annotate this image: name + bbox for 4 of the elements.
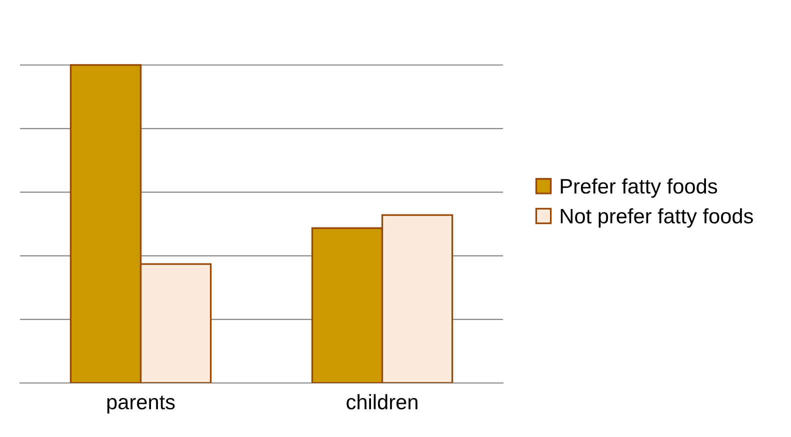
legend-label: Not prefer fatty foods xyxy=(560,208,753,228)
x-tick-label: parents xyxy=(107,396,175,414)
x-tick-label: children xyxy=(346,394,418,410)
legend-label: Prefer fatty foods xyxy=(560,178,718,198)
